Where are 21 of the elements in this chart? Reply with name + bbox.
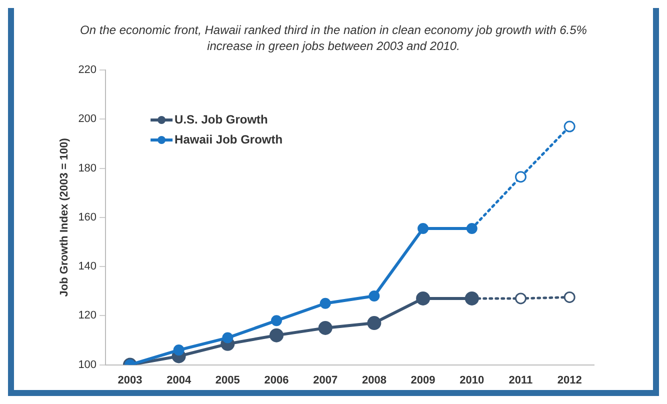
legend-label: Hawaii Job Growth bbox=[174, 132, 283, 146]
chart-title: On the economic front, Hawaii ranked third in the nation in clean economy job growth with 6.5% increase in green jobs between 2003 and 2010. bbox=[79, 22, 588, 54]
x-tick-label: 2003 bbox=[118, 374, 142, 386]
y-tick-label: 120 bbox=[78, 310, 97, 322]
x-tick-label: 2008 bbox=[362, 374, 386, 386]
y-tick-label: 200 bbox=[78, 113, 97, 126]
x-tick-label: 2011 bbox=[508, 374, 533, 386]
y-tick-label: 160 bbox=[78, 211, 97, 224]
y-tick-label: 100 bbox=[78, 358, 97, 371]
x-tick-label: 2010 bbox=[460, 374, 484, 386]
x-tick-label: 2005 bbox=[215, 374, 240, 386]
x-tick-label: 2007 bbox=[313, 374, 338, 386]
x-tick-label: 2012 bbox=[557, 374, 582, 386]
x-tick-label: 2006 bbox=[264, 374, 289, 386]
x-tick-label: 2009 bbox=[410, 374, 436, 386]
y-tick-label: 220 bbox=[78, 64, 97, 76]
y-tick-label: 140 bbox=[78, 260, 97, 273]
y-tick-label: 180 bbox=[78, 162, 97, 174]
x-tick-label: 2004 bbox=[166, 374, 192, 386]
legend-label: U.S. Job Growth bbox=[174, 112, 268, 126]
y-axis-title: Job Growth Index (2003 = 100) bbox=[58, 138, 71, 297]
